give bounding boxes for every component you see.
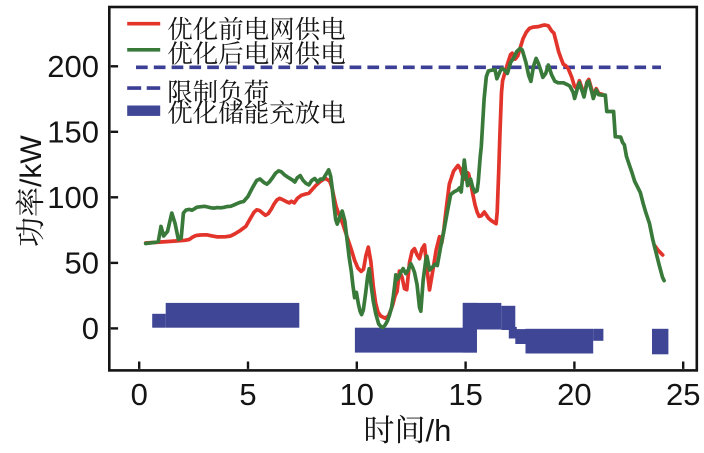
- svg-text:200: 200: [47, 49, 99, 84]
- svg-text:/h: /h: [426, 413, 452, 448]
- svg-text:15: 15: [448, 377, 482, 412]
- svg-text:25: 25: [666, 377, 700, 412]
- svg-text:50: 50: [65, 246, 99, 281]
- svg-text:10: 10: [340, 377, 374, 412]
- svg-text:0: 0: [131, 377, 148, 412]
- svg-text:100: 100: [47, 180, 99, 215]
- svg-text:150: 150: [47, 115, 99, 150]
- svg-text:/kW: /kW: [15, 135, 48, 187]
- svg-text:0: 0: [82, 311, 99, 346]
- svg-text:20: 20: [557, 377, 591, 412]
- svg-text:5: 5: [239, 377, 256, 412]
